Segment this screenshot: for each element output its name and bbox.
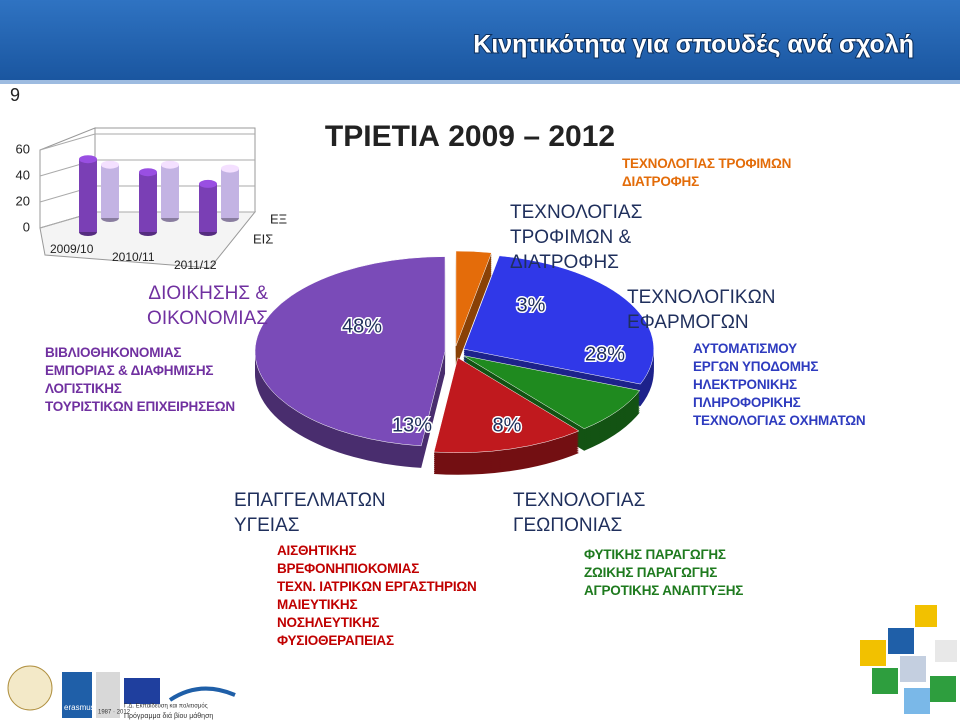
department-name: ΔΙΑΤΡΟΦΗΣ — [622, 174, 699, 189]
y-tick-label: 0 — [23, 219, 30, 234]
slide-title: Κινητικότητα για σπουδές ανά σχολή — [473, 31, 914, 59]
slice — [254, 256, 446, 447]
department-name: ΑΙΣΘΗΤΙΚΗΣ — [277, 543, 357, 558]
department-name: ΒΡΕΦΟΝΗΠΙΟΚΟΜΙΑΣ — [277, 561, 420, 576]
y-tick-label: 20 — [16, 193, 30, 208]
department-name: ΤΕΧΝ. ΙΑΤΡΙΚΩΝ ΕΡΓΑΣΤΗΡΙΩΝ — [277, 579, 477, 594]
bar — [199, 183, 217, 232]
page-number: 9 — [10, 85, 20, 105]
slice — [463, 255, 654, 385]
bar-cap — [161, 160, 179, 169]
department-name: ΜΑΙΕΥΤΙΚΗΣ — [277, 597, 358, 612]
department-name: ΖΩΙΚΗΣ ΠΑΡΑΓΩΓΗΣ — [584, 565, 718, 580]
department-name: ΠΛΗΡΟΦΟΡΙΚΗΣ — [693, 395, 801, 410]
bar-cap — [139, 168, 157, 177]
department-name: ΑΥΤΟΜΑΤΙΣΜΟΥ — [693, 341, 797, 356]
bar-cap — [101, 160, 119, 169]
department-name: ΤΕΧΝΟΛΟΓΙΑΣ ΤΡΟΦΙΜΩΝ — [622, 156, 792, 171]
category-label: ΕΠΑΓΓΕΛΜΑΤΩΝ ΥΓΕΙΑΣ — [234, 490, 386, 536]
department-name: ΒΙΒΛΙΟΘΗΚΟΝΟΜΙΑΣ — [45, 345, 182, 360]
legend-label: ΕΙΣ — [253, 231, 273, 246]
department-list: ΒΙΒΛΙΟΘΗΚΟΝΟΜΙΑΣ ΕΜΠΟΡΙΑΣ & ΔΙΑΦΗΜΙΣΗΣ ΛΟΓ… — [45, 344, 235, 416]
footer-text: 1987 · 2012 — [98, 710, 131, 716]
bar-cap — [199, 179, 217, 188]
legend-label: ΕΞ — [270, 211, 287, 226]
department-name: ΤΟΥΡΙΣΤΙΚΩΝ ΕΠΙΧΕΙΡΗΣΕΩΝ — [45, 399, 235, 414]
footer-logos — [7, 665, 236, 718]
department-list: ΑΙΣΘΗΤΙΚΗΣ ΒΡΕΦΟΝΗΠΙΟΚΟΜΙΑΣ ΤΕΧΝ. ΙΑΤΡΙΚΩΝ… — [277, 542, 477, 650]
department-name: ΕΡΓΩΝ ΥΠΟΔΟΜΗΣ — [693, 359, 819, 374]
value-label: 13% — [392, 414, 432, 436]
footer-text: Πρόγραμμα διά βίου μάθηση — [124, 712, 213, 720]
footer-text: erasmus — [64, 703, 95, 712]
department-name: ΕΜΠΟΡΙΑΣ & ΔΙΑΦΗΜΙΣΗΣ — [45, 363, 214, 378]
puzzle-decoration — [860, 605, 957, 714]
value-label: 8% — [493, 414, 522, 436]
y-tick-label: 40 — [16, 167, 30, 182]
bar — [139, 172, 157, 232]
department-list: ΦΥΤΙΚΗΣ ΠΑΡΑΓΩΓΗΣ ΖΩΙΚΗΣ ΠΑΡΑΓΩΓΗΣ ΑΓΡΟΤΙΚ… — [584, 546, 743, 600]
category-label: ΤΕΧΝΟΛΟΓΙΑΣ ΤΡΟΦΙΜΩΝ & ΔΙΑΤΡΟΦΗΣ — [510, 202, 643, 273]
slice — [455, 250, 492, 347]
x-tick-label: 2010/11 — [112, 250, 155, 264]
chart-title: ΤΡΙΕΤΙΑ 2009 – 2012 — [325, 120, 615, 153]
bar-cap — [221, 164, 239, 173]
header-rule — [0, 80, 960, 84]
bar — [79, 159, 97, 232]
department-name: ΑΓΡΟΤΙΚΗΣ ΑΝΑΠΤΥΞΗΣ — [584, 583, 744, 598]
department-list: ΤΕΧΝΟΛΟΓΙΑΣ ΤΡΟΦΙΜΩΝ ΔΙΑΤΡΟΦΗΣ — [622, 155, 791, 191]
department-name: ΤΕΧΝΟΛΟΓΙΑΣ ΟΧΗΜΑΤΩΝ — [693, 413, 866, 428]
footer-text: Γ.Δ. Εκπαίδευση και πολιτισμός — [124, 703, 208, 710]
y-tick-label: 60 — [16, 141, 30, 156]
department-name: ΛΟΓΙΣΤΙΚΗΣ — [45, 381, 122, 396]
department-name: ΝΟΣΗΛΕΥΤΙΚΗΣ — [277, 615, 380, 630]
category-label: ΤΕΧΝΟΛΟΓΙΚΩΝ ΕΦΑΡΜΟΓΩΝ — [627, 287, 776, 333]
bar — [161, 164, 179, 218]
grid-line — [39, 133, 255, 151]
department-name: ΦΥΤΙΚΗΣ ΠΑΡΑΓΩΓΗΣ — [584, 547, 726, 562]
header-band — [0, 0, 960, 80]
value-label: 28% — [585, 343, 625, 365]
bar-cap — [79, 155, 97, 164]
bar — [221, 168, 239, 218]
category-label: ΔΙΟΙΚΗΣΗΣ & ΟΙΚΟΝΟΜΙΑΣ — [147, 283, 268, 329]
bar — [101, 164, 119, 218]
slice — [462, 355, 641, 430]
department-name: ΦΥΣΙΟΘΕΡΑΠΕΙΑΣ — [277, 633, 394, 648]
category-label: ΤΕΧΝΟΛΟΓΙΑΣ ΓΕΩΠΟΝΙΑΣ — [513, 490, 646, 536]
x-tick-label: 2009/10 — [50, 242, 94, 256]
department-list: ΑΥΤΟΜΑΤΙΣΜΟΥ ΕΡΓΩΝ ΥΠΟΔΟΜΗΣ ΗΛΕΚΤΡΟΝΙΚΗΣ ΠΛ… — [693, 340, 866, 430]
slice — [433, 357, 580, 454]
department-name: ΗΛΕΚΤΡΟΝΙΚΗΣ — [693, 377, 797, 392]
x-tick-label: 2011/12 — [174, 258, 217, 272]
value-label: 3% — [517, 294, 546, 316]
value-label: 48% — [342, 315, 382, 337]
